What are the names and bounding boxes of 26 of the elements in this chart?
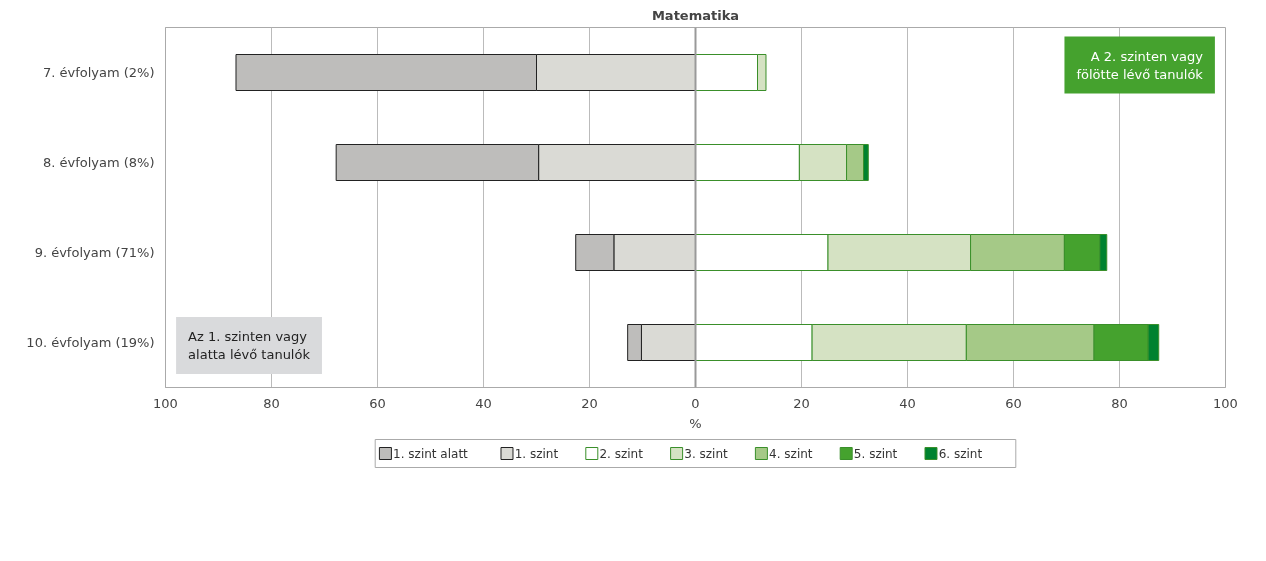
legend-label: 1. szint <box>514 446 559 461</box>
legend-label: 1. szint alatt <box>393 446 469 461</box>
x-tick-label: 40 <box>899 395 916 411</box>
x-tick-label: 100 <box>1213 395 1238 411</box>
y-tick-label: 10. évfolyam (19%) <box>26 335 155 350</box>
x-axis-title: % <box>689 415 702 431</box>
x-tick-label: 60 <box>1005 395 1022 411</box>
x-tick-label: 100 <box>153 395 178 411</box>
x-tick-label: 0 <box>691 395 700 411</box>
annotation: A 2. szinten vagy fölötte lévő tanulók <box>1076 48 1204 82</box>
y-tick-label: 9. évfolyam (71%) <box>34 245 155 260</box>
x-tick-label: 80 <box>1111 395 1128 411</box>
x-tick-label: 60 <box>369 395 386 411</box>
y-tick-label: 8. évfolyam (8%) <box>42 155 155 170</box>
x-tick-label: 20 <box>793 395 810 411</box>
legend-label: 2. szint <box>599 446 644 461</box>
legend-label: 6. szint <box>938 446 983 461</box>
y-tick-label: 7. évfolyam (2%) <box>42 65 155 80</box>
legend-label: 3. szint <box>684 446 729 461</box>
legend-label: 5. szint <box>853 446 898 461</box>
x-tick-label: 80 <box>263 395 280 411</box>
x-tick-label: 20 <box>581 395 598 411</box>
chart-title: Matematika <box>651 7 740 23</box>
legend-label: 4. szint <box>769 446 813 461</box>
x-tick-label: 40 <box>475 395 492 411</box>
annotation: Az 1. szinten vagy alatta lévő tanulók <box>188 329 311 362</box>
